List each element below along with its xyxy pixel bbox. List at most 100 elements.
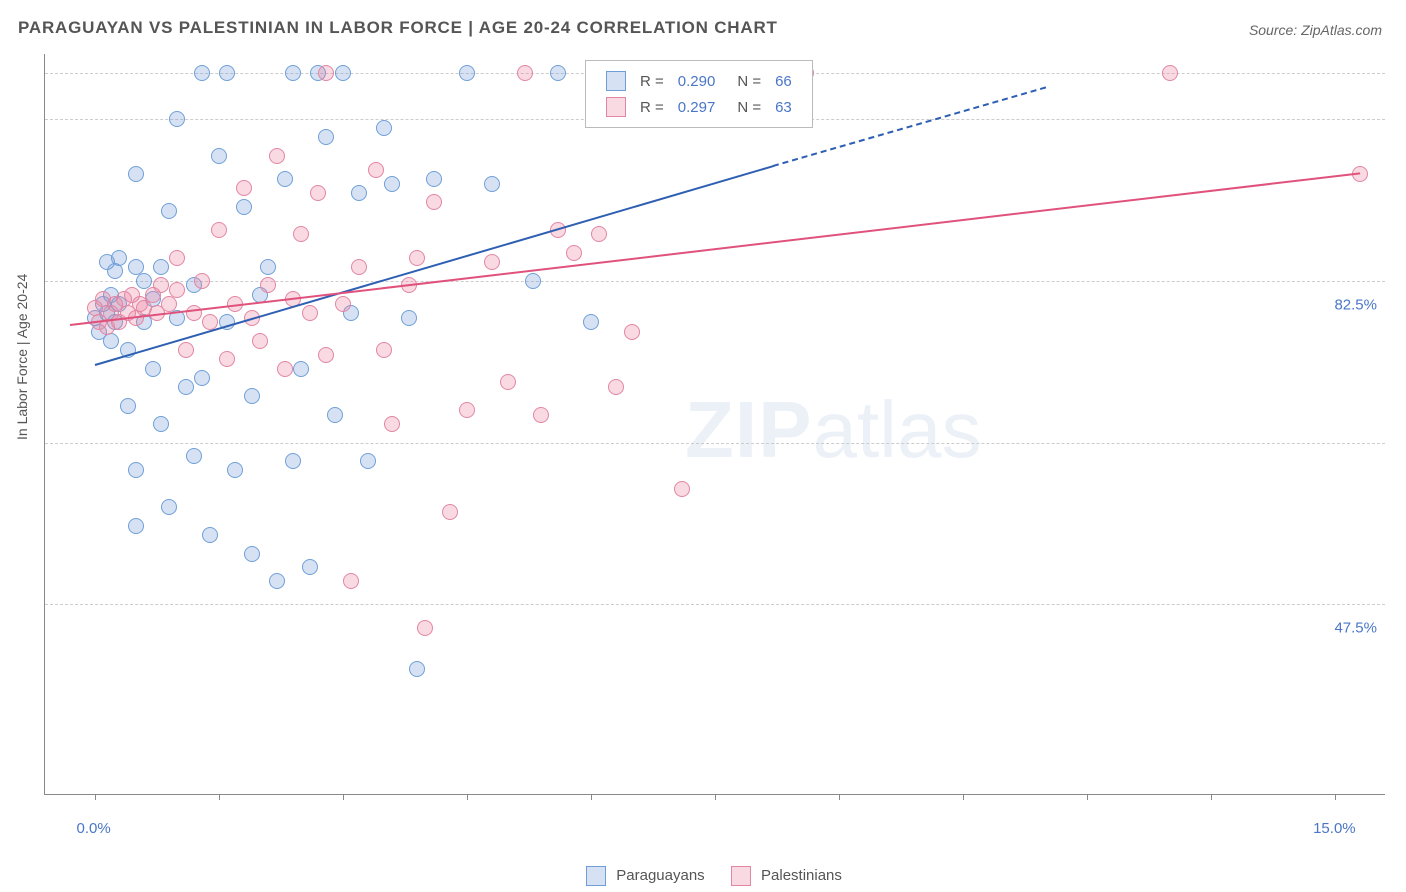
trend-line (773, 86, 1047, 167)
gridline (45, 281, 1385, 282)
trend-line (70, 172, 1361, 326)
scatter-point (401, 310, 417, 326)
scatter-point (277, 171, 293, 187)
scatter-point (145, 361, 161, 377)
scatter-point (161, 203, 177, 219)
scatter-point (153, 277, 169, 293)
watermark-atlas: atlas (812, 385, 981, 474)
scatter-point (484, 176, 500, 192)
scatter-point (591, 226, 607, 242)
legend-correlation-box: R =0.290N =66R =0.297N =63 (585, 60, 813, 128)
legend-r-value: 0.297 (672, 95, 722, 119)
legend-r-label: R = (634, 69, 670, 93)
scatter-point (624, 324, 640, 340)
scatter-point (426, 171, 442, 187)
x-tick (219, 794, 220, 800)
scatter-point (219, 351, 235, 367)
scatter-point (500, 374, 516, 390)
scatter-point (178, 342, 194, 358)
scatter-point (107, 263, 123, 279)
scatter-point (525, 273, 541, 289)
source-label: Source: ZipAtlas.com (1249, 22, 1382, 38)
scatter-point (376, 342, 392, 358)
scatter-point (302, 305, 318, 321)
legend-label-palestinians: Palestinians (761, 867, 842, 884)
watermark-zip: ZIP (685, 385, 812, 474)
legend-n-label: N = (723, 95, 767, 119)
scatter-point (351, 185, 367, 201)
scatter-point (161, 296, 177, 312)
scatter-point (120, 398, 136, 414)
scatter-point (566, 245, 582, 261)
x-tick (343, 794, 344, 800)
scatter-point (417, 620, 433, 636)
scatter-point (533, 407, 549, 423)
scatter-point (1162, 65, 1178, 81)
scatter-point (260, 277, 276, 293)
x-tick (715, 794, 716, 800)
scatter-point (293, 361, 309, 377)
scatter-point (318, 347, 334, 363)
gridline (45, 443, 1385, 444)
scatter-point (236, 180, 252, 196)
scatter-point (285, 65, 301, 81)
legend-swatch (606, 97, 626, 117)
scatter-point (360, 453, 376, 469)
plot-area: ZIPatlas 47.5% 82.5% R =0.290N =66 R =0.297… (44, 54, 1385, 795)
scatter-point (269, 573, 285, 589)
scatter-point (269, 148, 285, 164)
scatter-point (343, 573, 359, 589)
scatter-point (211, 148, 227, 164)
scatter-point (459, 65, 475, 81)
scatter-point (128, 518, 144, 534)
scatter-point (302, 559, 318, 575)
scatter-point (153, 416, 169, 432)
y-tick-label: 47.5% (1334, 620, 1377, 637)
scatter-point (517, 65, 533, 81)
watermark: ZIPatlas (685, 384, 981, 476)
legend-swatch-palestinians (731, 866, 751, 886)
scatter-point (111, 250, 127, 266)
scatter-point (186, 448, 202, 464)
scatter-point (409, 661, 425, 677)
legend-swatch (606, 71, 626, 91)
scatter-point (186, 305, 202, 321)
scatter-point (384, 176, 400, 192)
scatter-point (169, 111, 185, 127)
scatter-point (608, 379, 624, 395)
scatter-point (368, 162, 384, 178)
scatter-point (318, 65, 334, 81)
legend-label-paraguayans: Paraguayans (616, 867, 704, 884)
scatter-point (103, 333, 119, 349)
x-tick (839, 794, 840, 800)
gridline (45, 604, 1385, 605)
scatter-point (227, 462, 243, 478)
x-tick-label: 15.0% (1313, 820, 1356, 837)
scatter-point (442, 504, 458, 520)
scatter-point (244, 546, 260, 562)
scatter-point (335, 65, 351, 81)
scatter-point (459, 402, 475, 418)
x-tick (963, 794, 964, 800)
legend-n-value: 66 (769, 69, 798, 93)
scatter-point (285, 453, 301, 469)
scatter-point (128, 462, 144, 478)
x-tick (467, 794, 468, 800)
legend-r-label: R = (634, 95, 670, 119)
x-tick (1335, 794, 1336, 800)
y-tick-label: 82.5% (1334, 296, 1377, 313)
legend-bottom: Paraguayans Palestinians (0, 866, 1406, 886)
scatter-point (583, 314, 599, 330)
x-tick-label: 0.0% (77, 820, 111, 837)
scatter-point (335, 296, 351, 312)
legend-r-value: 0.290 (672, 69, 722, 93)
scatter-point (327, 407, 343, 423)
scatter-point (236, 199, 252, 215)
scatter-point (202, 527, 218, 543)
x-tick (1087, 794, 1088, 800)
scatter-point (550, 65, 566, 81)
scatter-point (293, 226, 309, 242)
scatter-point (161, 499, 177, 515)
scatter-point (169, 282, 185, 298)
legend-n-value: 63 (769, 95, 798, 119)
